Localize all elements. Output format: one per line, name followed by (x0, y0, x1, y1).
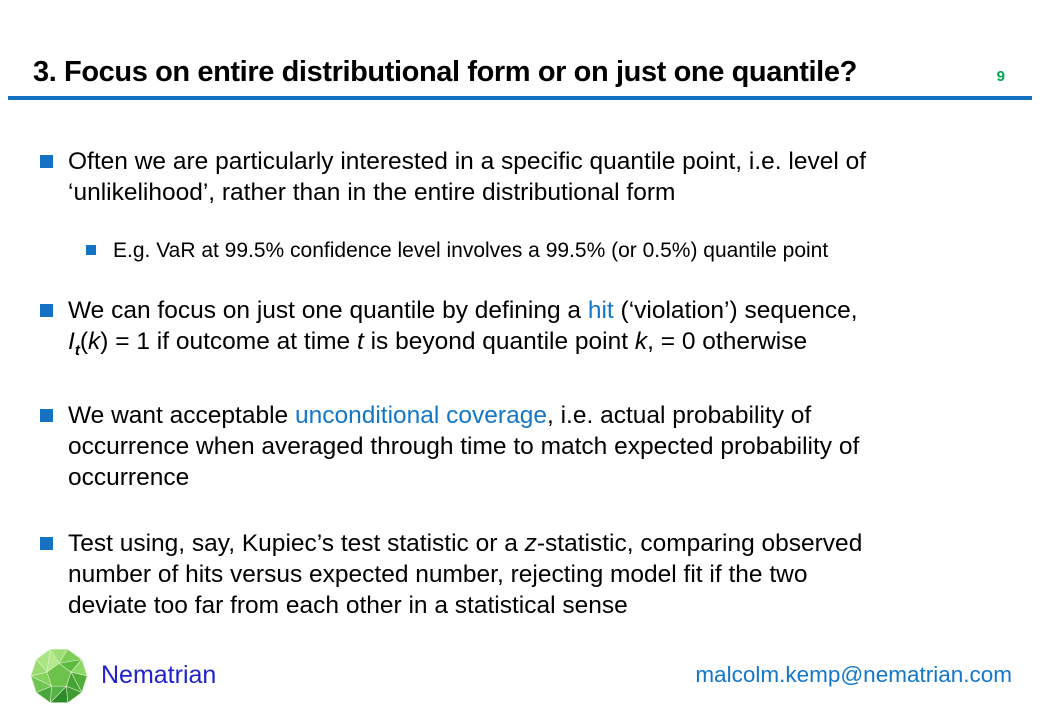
inline-term-link[interactable]: unconditional coverage (294, 401, 547, 429)
text-segment: I (68, 328, 75, 355)
sub-bullet-item: E.g. VaR at 99.5% confidence level invol… (86, 237, 1012, 264)
bullet-item: We want acceptable unconditional coverag… (40, 400, 1012, 493)
text-segment: , i.e. actual probability of (546, 401, 812, 429)
bullet-text: E.g. VaR at 99.5% confidence level invol… (113, 237, 828, 264)
page-title: 3. Focus on entire distributional form o… (33, 56, 857, 88)
slide-header: 3. Focus on entire distributional form o… (0, 0, 1040, 100)
bullet-square-icon (40, 536, 53, 550)
text-segment: ( (79, 328, 89, 355)
text-segment: -statistic, comparing observed (536, 529, 863, 557)
bullet-square-icon (86, 245, 96, 255)
text-segment: We can focus on just one quantile by def… (68, 297, 588, 324)
bullet-item: Test using, say, Kupiec’s test statistic… (40, 528, 1012, 621)
text-segment: t (356, 328, 364, 355)
text-segment: , = 0 otherwise (647, 328, 808, 355)
text-segment: number of hits versus expected number, r… (68, 560, 808, 588)
text-segment: ‘unlikelihood’, rather than in the entir… (68, 179, 676, 206)
bullet-text: Often we are particularly interested in … (68, 146, 866, 208)
slide-footer: Nematrian malcolm.kemp@nematrian.com (28, 643, 1012, 707)
text-segment: is beyond quantile point (363, 328, 635, 355)
bullet-item: Often we are particularly interested in … (40, 146, 1012, 208)
bullet-text: We can focus on just one quantile by def… (68, 295, 858, 366)
text-segment: We want acceptable (68, 401, 295, 429)
text-segment: E.g. VaR at 99.5% confidence level invol… (113, 239, 829, 262)
email-link[interactable]: malcolm.kemp@nematrian.com (695, 662, 1012, 687)
bullet-square-icon (40, 304, 53, 317)
text-segment: ) = 1 if outcome at time (100, 328, 357, 355)
text-segment: occurrence when averaged through time to… (68, 432, 860, 460)
text-segment: t (74, 341, 80, 359)
text-segment: deviate too far from each other in a sta… (68, 591, 628, 619)
text-segment: Often we are particularly interested in … (68, 148, 867, 175)
text-segment: k (88, 328, 101, 355)
text-segment: z (524, 529, 537, 557)
text-segment: (‘violation’) sequence, (613, 297, 858, 324)
text-segment: Test using, say, Kupiec’s test statistic… (68, 529, 525, 557)
page-number: 9 (996, 68, 1005, 85)
nematrian-polyhedron-logo-icon (30, 648, 88, 703)
inline-term-link[interactable]: hit (587, 297, 614, 324)
brand-link[interactable]: Nematrian (101, 660, 217, 689)
bullet-list: Often we are particularly interested in … (0, 146, 1040, 621)
bullet-text: We want acceptable unconditional coverag… (68, 400, 859, 493)
text-segment: occurrence (68, 463, 190, 491)
title-row: 3. Focus on entire distributional form o… (33, 56, 1007, 89)
bullet-item: We can focus on just one quantile by def… (40, 295, 1012, 366)
bullet-square-icon (40, 408, 53, 422)
bullet-text: Test using, say, Kupiec’s test statistic… (68, 528, 862, 621)
text-segment: k (634, 328, 648, 355)
title-underline (8, 96, 1032, 100)
bullet-square-icon (40, 155, 53, 168)
